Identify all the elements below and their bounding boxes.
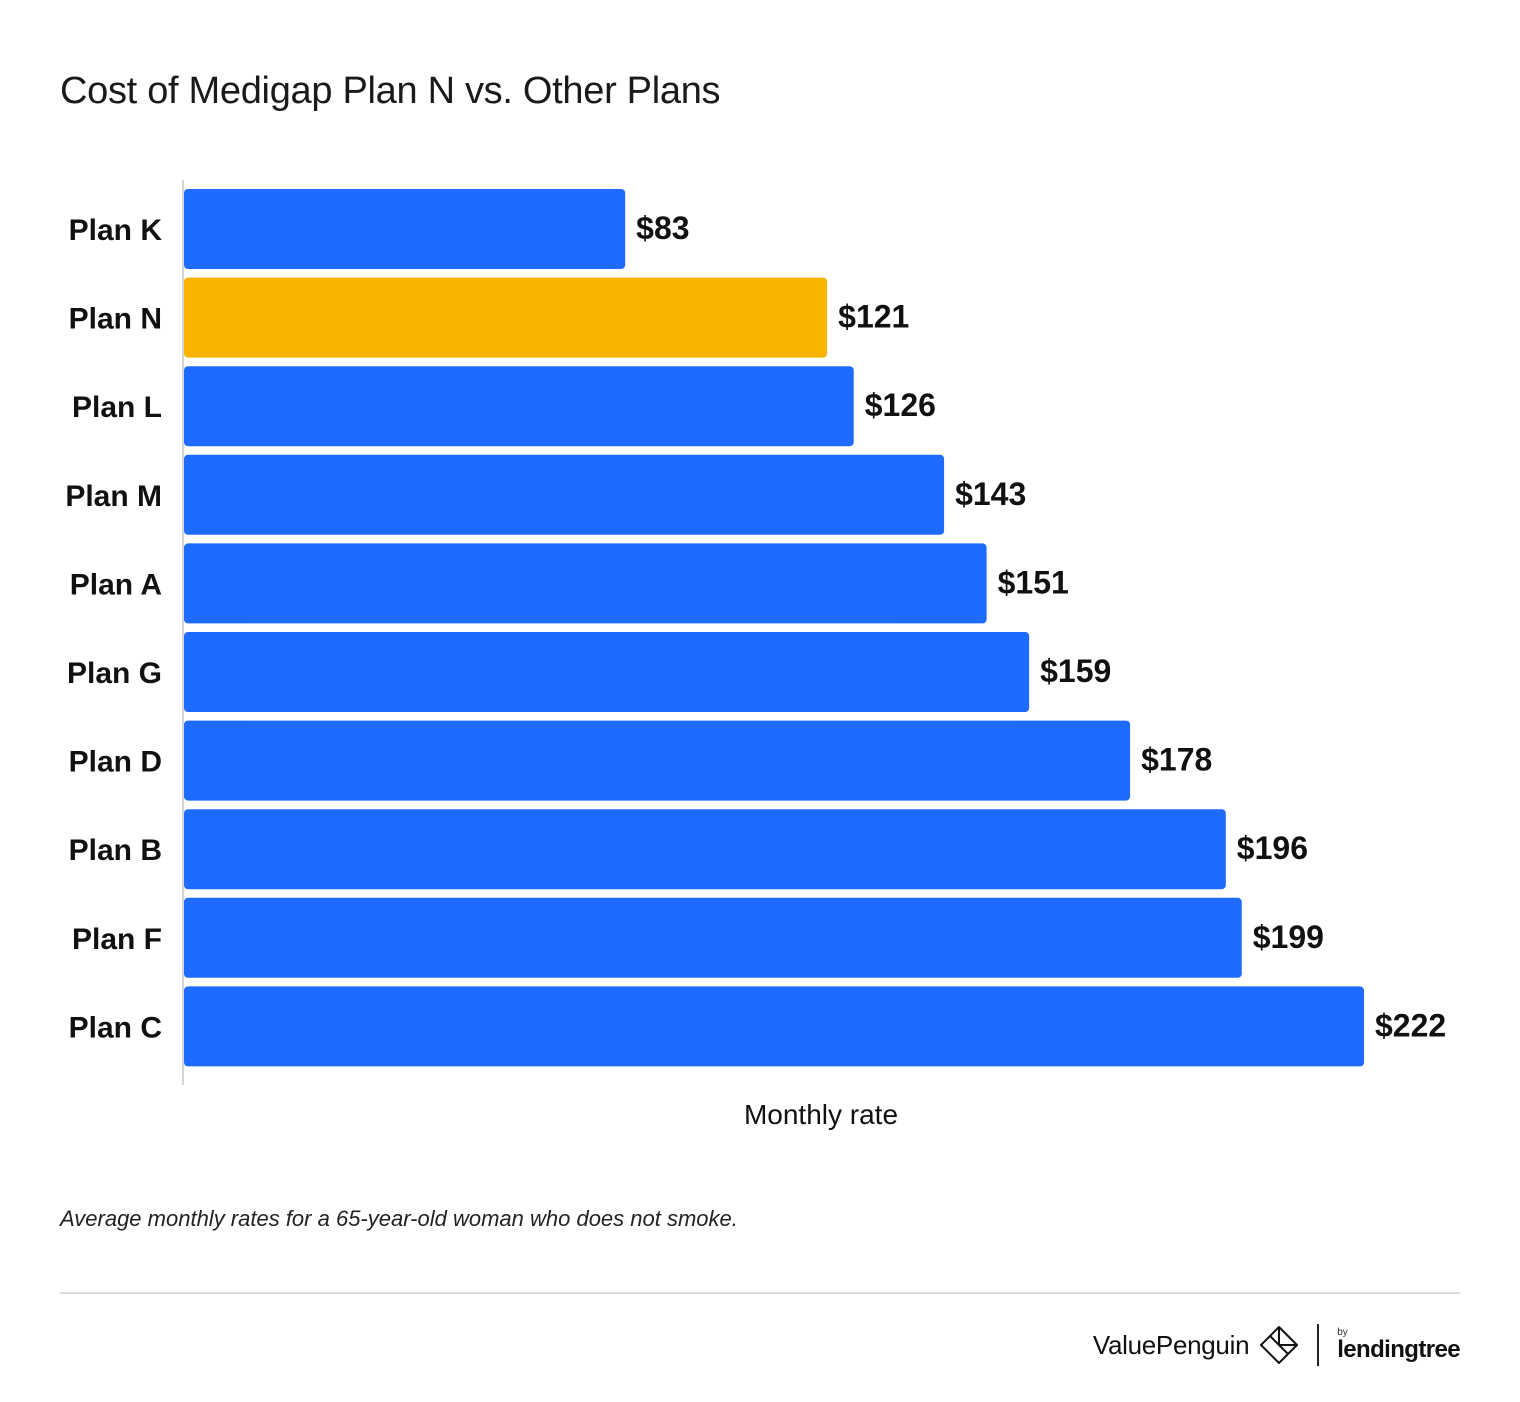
lendingtree-text: lendingtree	[1337, 1336, 1460, 1363]
lendingtree-wordmark: by lendingtree	[1337, 1328, 1460, 1362]
value-label: $222	[1375, 1007, 1446, 1043]
category-label: Plan A	[70, 568, 162, 601]
value-label: $83	[636, 210, 689, 246]
category-label: Plan N	[69, 303, 162, 336]
chart-footnote: Average monthly rates for a 65-year-old …	[60, 1206, 738, 1231]
bar-plan-k	[184, 189, 626, 269]
value-label: $178	[1141, 742, 1212, 778]
category-label: Plan G	[67, 657, 162, 690]
category-label: Plan F	[72, 923, 162, 956]
brand-separator	[1317, 1324, 1320, 1366]
category-label: Plan K	[69, 214, 163, 247]
bar-plan-g	[184, 632, 1030, 712]
value-label: $199	[1253, 919, 1324, 955]
category-label: Plan B	[69, 834, 162, 867]
category-label: Plan M	[65, 480, 162, 513]
bar-plan-d	[184, 720, 1131, 801]
bar-plan-m	[184, 454, 945, 535]
x-axis-label: Monthly rate	[744, 1099, 898, 1130]
bar-plan-l	[184, 366, 854, 447]
category-label: Plan D	[69, 746, 162, 779]
bar-plan-a	[184, 543, 987, 624]
valuepenguin-diamond-icon	[1260, 1326, 1299, 1364]
bar-plan-f	[184, 897, 1242, 978]
category-label: Plan L	[72, 391, 162, 424]
bar-plan-c	[184, 986, 1364, 1067]
chart-title: Cost of Medigap Plan N vs. Other Plans	[60, 70, 721, 112]
value-label: $159	[1040, 653, 1111, 689]
value-label: $126	[865, 387, 936, 423]
bar-plan-b	[184, 809, 1226, 890]
value-label: $121	[838, 299, 909, 335]
valuepenguin-wordmark: ValuePenguin	[1092, 1329, 1250, 1360]
value-label: $143	[955, 476, 1026, 512]
footer-divider	[60, 1292, 1460, 1294]
value-label: $151	[998, 564, 1069, 600]
brand-logo: ValuePenguin by lendingtree	[1092, 1322, 1461, 1368]
category-label: Plan C	[69, 1011, 162, 1044]
value-label: $196	[1237, 830, 1308, 866]
brand-by-text: by	[1337, 1327, 1348, 1338]
bar-plan-n	[184, 277, 828, 358]
